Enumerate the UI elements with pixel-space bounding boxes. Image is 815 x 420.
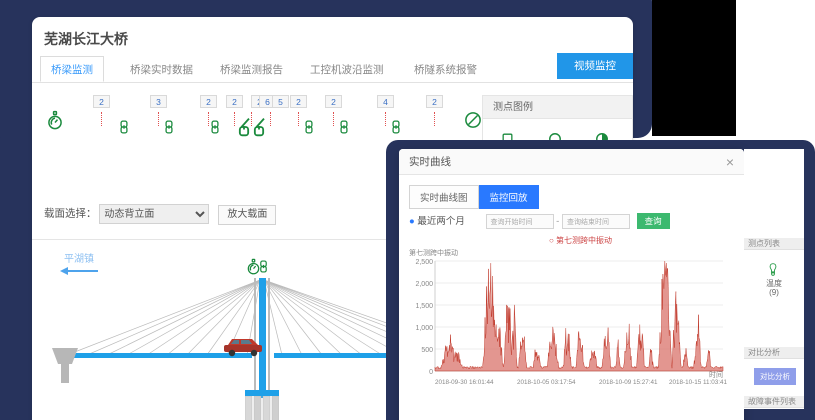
svg-text:1,500: 1,500 bbox=[415, 303, 433, 310]
svg-text:时间: 时间 bbox=[709, 370, 723, 379]
svg-text:2018-10-15 11:03:41: 2018-10-15 11:03:41 bbox=[669, 379, 728, 386]
svg-text:2018-10-05 03:17:54: 2018-10-05 03:17:54 bbox=[517, 379, 576, 386]
svg-text:2018-10-09 15:27:41: 2018-10-09 15:27:41 bbox=[599, 379, 658, 386]
svg-text:500: 500 bbox=[421, 347, 433, 354]
svg-text:2,500: 2,500 bbox=[415, 259, 433, 266]
svg-text:第七测跨中振动: 第七测跨中振动 bbox=[409, 249, 458, 257]
svg-text:1,000: 1,000 bbox=[415, 325, 433, 332]
svg-text:2,000: 2,000 bbox=[415, 281, 433, 288]
svg-text:2018-09-30 16:01:44: 2018-09-30 16:01:44 bbox=[435, 379, 494, 386]
svg-text:0: 0 bbox=[429, 369, 433, 376]
